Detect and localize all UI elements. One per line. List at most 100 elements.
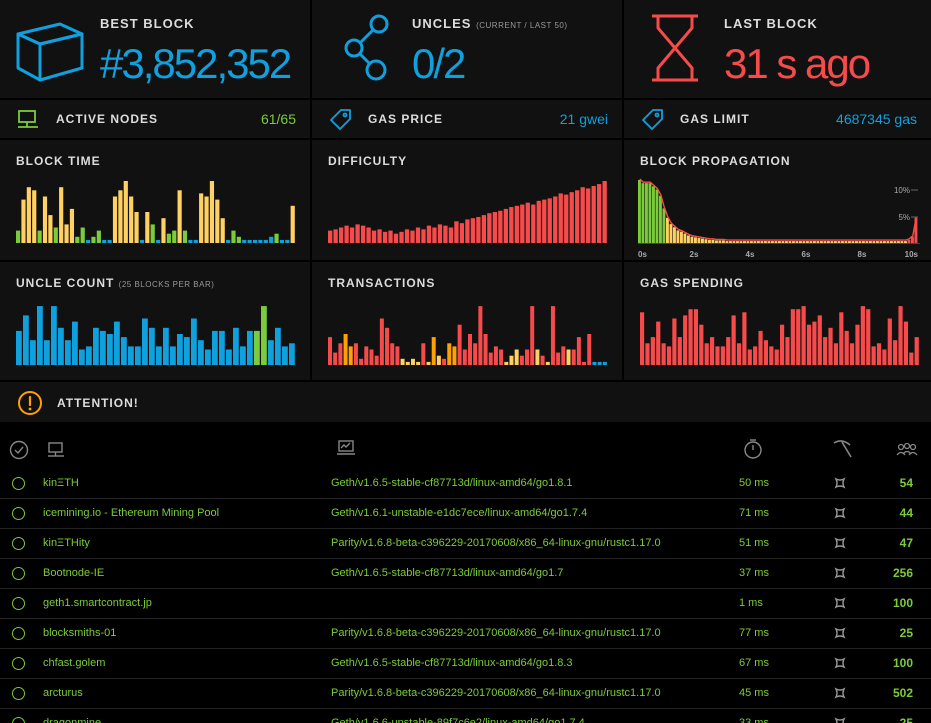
gas-spending-bar: [656, 321, 661, 365]
status-circle-icon: [12, 537, 25, 550]
uncle-count-bar: [100, 330, 106, 365]
uncles-icon: [344, 14, 389, 81]
difficulty-bar: [443, 225, 448, 243]
last-block-panel: LAST BLOCK 31 s ago: [624, 0, 931, 100]
difficulty-bar: [415, 227, 421, 243]
node-name[interactable]: geth1.smartcontract.jp: [43, 597, 152, 609]
block-time-bar: [182, 230, 188, 243]
difficulty-bar: [366, 227, 371, 243]
transactions-bar: [426, 361, 431, 365]
gas-spending-bar: [710, 337, 715, 365]
status-circle-icon: [12, 477, 25, 490]
block-propagation-x-tick: 8s: [858, 250, 867, 259]
block-propagation-x-tick: 6s: [802, 250, 811, 259]
node-name[interactable]: Bootnode-IE: [43, 567, 105, 579]
gas-spending-bar: [683, 315, 688, 365]
status-circle-icon: [12, 687, 25, 700]
stopwatch-icon[interactable]: [742, 438, 764, 460]
block-time-bar: [274, 233, 279, 243]
block-propagation-bar: [694, 237, 697, 243]
block-time-bar: [16, 230, 21, 243]
block-propagation-bar: [708, 239, 711, 243]
difficulty-bar: [454, 221, 459, 243]
block-time-bar: [242, 239, 247, 243]
gas-spending-bar: [666, 346, 672, 365]
gas-spending-bar: [855, 324, 860, 365]
transactions-bar: [338, 343, 343, 365]
not-mining-icon: [834, 567, 846, 579]
gas-spending-bar: [726, 337, 731, 365]
active-nodes-label: ACTIVE NODES: [56, 112, 159, 126]
block-time-bar: [53, 227, 58, 243]
block-propagation-chart: 0s 2s 4s 6s 8s 10s 10% 5%: [638, 178, 920, 259]
peers-icon[interactable]: [895, 440, 919, 460]
gas-limit-value: 4687345 gas: [836, 111, 917, 127]
uncle-count-bar: [205, 349, 211, 365]
last-block-label: LAST BLOCK: [724, 16, 818, 31]
node-client: Geth/v1.6.5-stable-cf87713d/linux-amd64/…: [331, 657, 573, 669]
block-propagation-bar: [858, 241, 862, 243]
gas-spending-bar: [887, 318, 892, 365]
block-propagation-bar: [834, 241, 837, 243]
table-row[interactable]: kinΞTHity Parity/v1.6.8-beta-c396229-2017…: [0, 529, 931, 559]
block-time-bar: [263, 239, 268, 243]
uncle-count-bar: [37, 306, 43, 365]
node-name[interactable]: chfast.golem: [43, 657, 106, 669]
transactions-bar: [592, 361, 597, 365]
pickaxe-icon[interactable]: [831, 437, 853, 459]
transactions-bar: [333, 352, 338, 365]
node-name[interactable]: kinΞTHity: [43, 537, 90, 549]
node-name[interactable]: icemining.io - Ethereum Mining Pool: [43, 507, 220, 519]
node-name[interactable]: arcturus: [43, 687, 83, 699]
transactions-bar: [566, 349, 571, 365]
block-time-bar: [231, 230, 236, 243]
transactions-bar: [488, 352, 493, 365]
node-name[interactable]: dragonmine: [43, 717, 102, 723]
node-latency: 77 ms: [739, 627, 769, 639]
best-block-label: BEST BLOCK: [100, 16, 195, 31]
block-propagation-bar: [655, 189, 659, 243]
best-block-value: #3,852,352: [100, 40, 292, 87]
table-row[interactable]: blocksmiths-01 Parity/v1.6.8-beta-c396229…: [0, 619, 931, 649]
block-propagation-bar: [697, 237, 701, 243]
uncles-sublabel: (CURRENT / LAST 50): [476, 21, 568, 30]
node-peers: 256: [892, 566, 913, 580]
table-row[interactable]: kinΞTH Geth/v1.6.5-stable-cf87713d/linux-…: [0, 469, 931, 499]
transactions-bar: [483, 334, 488, 365]
difficulty-bar: [553, 196, 558, 243]
block-propagation-bar: [645, 183, 648, 243]
gas-spending-bar: [645, 343, 650, 365]
block-propagation-bar: [795, 241, 799, 243]
table-row[interactable]: arcturus Parity/v1.6.8-beta-c396229-20170…: [0, 679, 931, 709]
check-circle-icon[interactable]: [9, 440, 29, 460]
difficulty-bar: [476, 216, 481, 243]
block-time-bar: [96, 230, 101, 243]
table-row[interactable]: icemining.io - Ethereum Mining Pool Geth/…: [0, 499, 931, 529]
node-name[interactable]: blocksmiths-01: [43, 627, 117, 639]
monitor-icon[interactable]: [46, 440, 66, 460]
gas-price-value: 21 gwei: [559, 111, 608, 127]
table-row[interactable]: chfast.golem Geth/v1.6.5-stable-cf87713d/…: [0, 649, 931, 679]
table-row[interactable]: geth1.smartcontract.jp 1 ms 100: [0, 589, 931, 619]
table-row[interactable]: dragonmine Geth/v1.6.6-unstable-89f7c6e2/…: [0, 709, 931, 723]
transactions-bar: [421, 343, 426, 365]
transactions-bar: [436, 355, 441, 365]
gas-spending-bar: [801, 306, 806, 365]
status-circle-icon: [12, 657, 25, 670]
block-propagation-bar: [897, 241, 900, 243]
transactions-bar: [410, 358, 415, 365]
node-name[interactable]: kinΞTH: [43, 477, 79, 489]
transactions-bar: [359, 358, 364, 365]
block-propagation-bar: [662, 208, 666, 243]
not-mining-icon: [834, 627, 846, 639]
table-row[interactable]: Bootnode-IE Geth/v1.6.5-stable-cf87713d/l…: [0, 559, 931, 589]
gas-spending-bar: [715, 346, 720, 365]
transactions-bar: [457, 324, 462, 365]
block-time-bar: [247, 239, 252, 243]
gas-spending-bar: [780, 324, 785, 365]
laptop-icon[interactable]: [336, 438, 356, 458]
best-block-panel: BEST BLOCK #3,852,352: [0, 0, 312, 100]
gas-spending-bar: [650, 337, 655, 365]
transactions-bar: [353, 343, 358, 365]
block-propagation-bar: [669, 224, 673, 243]
